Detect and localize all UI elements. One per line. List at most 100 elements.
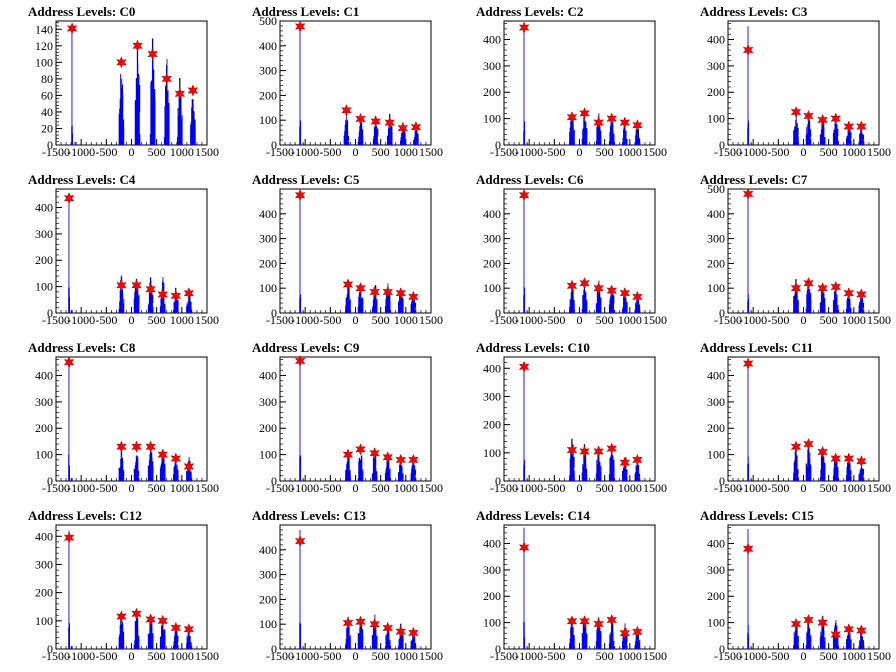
x-tick-label: 0 bbox=[577, 313, 583, 327]
peak-marker bbox=[817, 616, 828, 629]
peak-marker bbox=[790, 617, 802, 631]
y-tick-label: 300 bbox=[707, 395, 725, 409]
histogram-peak bbox=[190, 99, 196, 145]
peak-marker bbox=[183, 623, 195, 636]
histogram-peak bbox=[410, 461, 417, 481]
y-tick-label: 100 bbox=[259, 113, 277, 127]
y-tick-label: 300 bbox=[259, 64, 277, 78]
peak-marker bbox=[342, 616, 354, 630]
peak-marker bbox=[593, 116, 604, 129]
chart-title: Address Levels: C9 bbox=[252, 340, 360, 355]
x-tick-label: 0 bbox=[577, 481, 583, 495]
y-tick-label: 0 bbox=[47, 138, 53, 152]
x-tick-label: -1500 bbox=[266, 145, 294, 159]
y-tick-label: 0 bbox=[719, 138, 725, 152]
x-tick-label: 0 bbox=[577, 145, 583, 159]
peak-marker bbox=[382, 621, 394, 635]
y-tick-label: 300 bbox=[35, 557, 53, 571]
histogram-plot: 0 100 200 300 400 -1500-1000 -500 0 500 1000 1500 bbox=[483, 524, 667, 663]
x-tick-label: 1500 bbox=[419, 145, 443, 159]
x-tick-label: 500 bbox=[820, 481, 838, 495]
histogram-peak bbox=[299, 25, 304, 145]
y-tick-label: 400 bbox=[35, 368, 53, 382]
y-tick-label: 100 bbox=[35, 280, 53, 294]
peak-marker bbox=[579, 615, 590, 628]
x-tick-label: 1000 bbox=[394, 649, 418, 663]
x-tick-label: 1000 bbox=[170, 649, 194, 663]
x-tick-label: 1000 bbox=[842, 649, 866, 663]
y-tick-label: 400 bbox=[483, 361, 501, 375]
peak-marker bbox=[408, 626, 419, 640]
x-tick-label: 0 bbox=[577, 649, 583, 663]
peak-marker bbox=[742, 187, 754, 201]
peak-marker bbox=[410, 120, 422, 134]
x-tick-label: 500 bbox=[820, 649, 838, 663]
x-tick-label: -1500 bbox=[714, 649, 742, 663]
y-tick-label: 200 bbox=[35, 253, 53, 267]
y-tick-label: 0 bbox=[495, 138, 501, 152]
y-tick-label: 100 bbox=[35, 614, 53, 628]
y-tick-label: 200 bbox=[259, 88, 277, 102]
peak-marker bbox=[355, 615, 366, 628]
peak-marker bbox=[566, 111, 578, 124]
x-tick-label: 1500 bbox=[419, 481, 443, 495]
y-tick-label: 0 bbox=[719, 474, 725, 488]
histogram-peak bbox=[147, 446, 154, 481]
x-tick-label: 1500 bbox=[195, 649, 219, 663]
y-tick-label: 300 bbox=[259, 568, 277, 582]
y-tick-label: 0 bbox=[271, 642, 277, 656]
peak-marker bbox=[145, 613, 156, 626]
histogram-peak bbox=[793, 449, 799, 481]
histogram-peak bbox=[569, 112, 575, 145]
x-tick-label: -500 bbox=[543, 481, 565, 495]
x-tick-label: 1000 bbox=[394, 313, 418, 327]
x-tick-label: -500 bbox=[543, 313, 565, 327]
histogram-peak bbox=[343, 114, 350, 145]
x-tick-label: 0 bbox=[801, 313, 807, 327]
peak-marker bbox=[131, 607, 142, 620]
plot-frame bbox=[727, 356, 880, 482]
y-tick-label: 100 bbox=[35, 55, 53, 69]
y-tick-label: 200 bbox=[259, 592, 277, 606]
y-tick-label: 100 bbox=[35, 448, 53, 462]
y-tick-label: 100 bbox=[707, 616, 725, 630]
y-tick-label: 400 bbox=[259, 543, 277, 557]
plot-frame bbox=[279, 356, 432, 482]
histogram-plot: 0 100 200 300 400 500 -1500-1000 -500 0 500 1000 15… bbox=[259, 14, 443, 159]
x-tick-label: 500 bbox=[596, 145, 614, 159]
histogram-plot: 0 100 200 300 400 -1500-1000 -500 0 500 1000 1500 bbox=[483, 188, 667, 327]
histogram-peak bbox=[134, 46, 141, 145]
histogram-peak bbox=[608, 117, 615, 145]
histogram-panel: 0 100 200 300 400 -1500 -1000 -500 0 500 1000 1500 A… bbox=[672, 336, 896, 504]
histogram-peak bbox=[832, 120, 839, 145]
peak-marker bbox=[116, 440, 127, 453]
chart-title: Address Levels: C6 bbox=[476, 172, 584, 187]
peak-marker bbox=[566, 279, 578, 292]
peak-marker bbox=[183, 460, 195, 473]
y-tick-label: 100 bbox=[707, 281, 725, 295]
y-tick-label: 300 bbox=[259, 232, 277, 246]
x-tick-label: -1500 bbox=[714, 145, 742, 159]
peak-marker bbox=[132, 39, 143, 52]
y-tick-label: 300 bbox=[707, 563, 725, 577]
histogram-peak bbox=[345, 456, 351, 481]
plot-frame bbox=[55, 524, 208, 650]
histogram-peak bbox=[608, 623, 615, 649]
y-tick-label: 200 bbox=[707, 85, 725, 99]
plot-frame bbox=[55, 356, 208, 482]
peak-marker bbox=[593, 445, 604, 458]
peak-marker bbox=[170, 452, 182, 465]
peak-marker bbox=[382, 285, 394, 299]
peak-marker bbox=[579, 107, 590, 120]
peak-marker bbox=[187, 84, 199, 97]
x-tick-label: -500 bbox=[543, 145, 565, 159]
peak-marker bbox=[803, 613, 814, 627]
y-tick-label: 100 bbox=[707, 448, 725, 462]
peak-marker bbox=[384, 116, 396, 129]
histogram-peak bbox=[793, 113, 799, 145]
histogram-peak bbox=[858, 460, 865, 481]
y-tick-label: 0 bbox=[719, 306, 725, 320]
y-tick-label: 200 bbox=[259, 421, 277, 435]
histogram-panel: 0 100 200 300 400 500 -1500 -1000 -500 0 500 1000 15… bbox=[224, 0, 448, 168]
peak-marker bbox=[606, 442, 618, 455]
